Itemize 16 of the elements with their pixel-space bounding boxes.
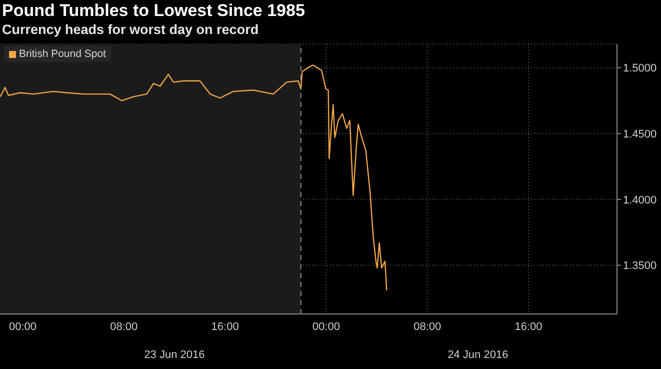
x-tick-label: 00:00 [8,320,37,333]
x-tick-label: 16:00 [514,320,542,333]
y-tick-label: 1.4000 [623,194,657,206]
y-tick-label: 1.5000 [623,62,657,75]
legend-label: British Pound Spot [19,48,106,60]
x2-tick-label: 24 Jun 2016 [446,349,510,361]
chart-title: Pound Tumbles to Lowest Since 1985 [2,1,305,21]
x-tick-label: 08:00 [414,320,442,333]
line-series [0,64,388,291]
x-tick-label: 08:00 [110,320,138,333]
x2-tick-label: 23 Jun 2016 [143,349,206,361]
chart-subtitle: Currency heads for worst day on record [2,22,259,37]
y-tick-label: 1.4500 [623,128,657,140]
y-tick-label: 1.3500 [623,260,657,272]
x-tick-label: 00:00 [312,320,340,333]
x-tick-label: 16:00 [211,320,239,333]
